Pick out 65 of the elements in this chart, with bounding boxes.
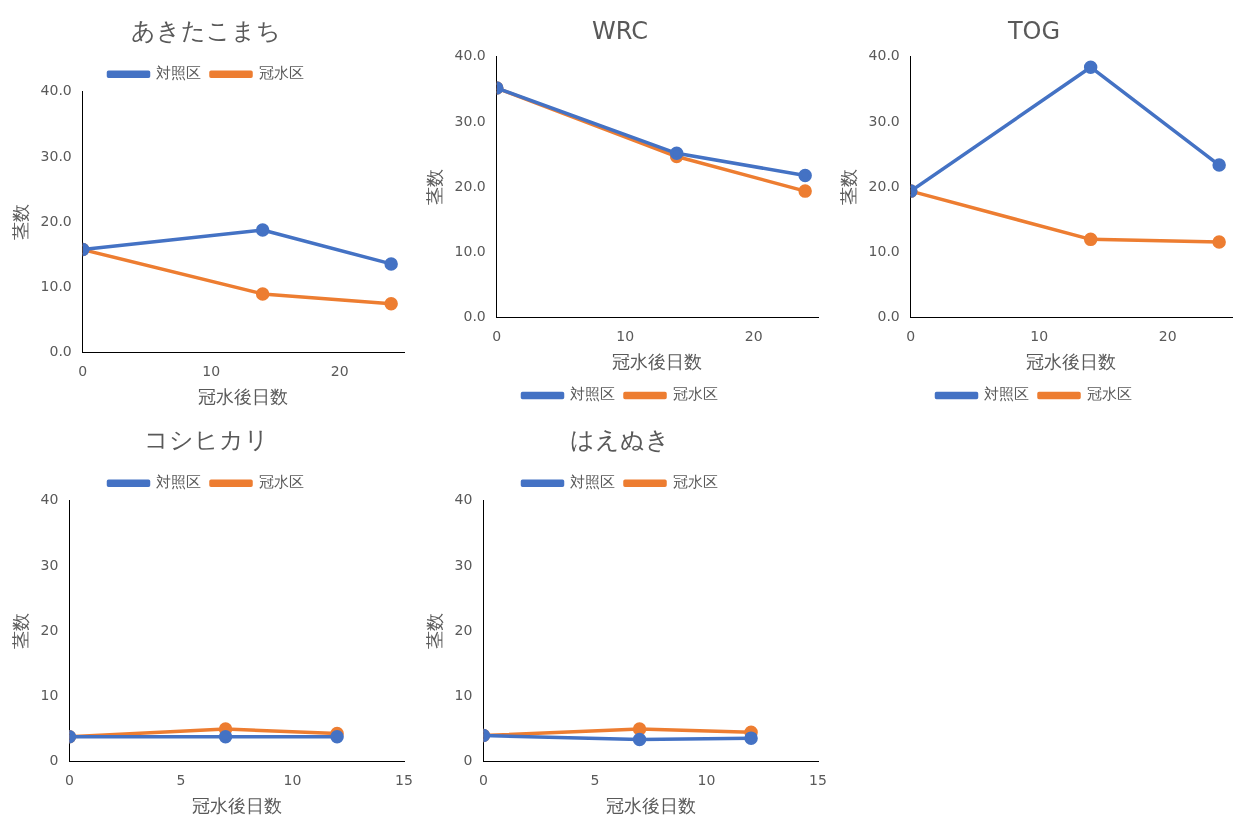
y-axis-title: 茎数 xyxy=(424,169,446,206)
y-tick-label: 10 xyxy=(40,687,59,704)
legend-label: 対照区 xyxy=(570,473,615,492)
y-tick-label: 40 xyxy=(40,491,59,508)
y-tick-label: 20 xyxy=(40,621,59,638)
x-tick-label: 10 xyxy=(697,771,716,788)
legend-label: 対照区 xyxy=(156,473,201,492)
y-axis-title: 茎数 xyxy=(10,613,32,650)
y-tick-label: 40 xyxy=(454,491,473,508)
y-tick-label: 20.0 xyxy=(40,212,72,229)
x-tick-label: 20 xyxy=(744,327,763,344)
chart-title: コシヒカリ xyxy=(143,425,269,454)
x-axis-title: 冠水後日数 xyxy=(1026,350,1117,372)
y-tick-label: 10.0 xyxy=(868,243,900,260)
y-tick-label: 0.0 xyxy=(463,308,486,325)
x-tick-label: 0 xyxy=(906,327,916,344)
x-axis-title: 冠水後日数 xyxy=(605,794,696,816)
y-tick-label: 30 xyxy=(454,556,473,573)
y-tick-label: 10.0 xyxy=(454,243,486,260)
y-tick-label: 20.0 xyxy=(868,177,900,194)
y-tick-label: 30.0 xyxy=(868,112,900,129)
y-axis-title: 茎数 xyxy=(424,613,446,650)
legend-label: 冠水区 xyxy=(672,385,718,404)
y-tick-label: 20.0 xyxy=(454,177,486,194)
legend-label: 冠水区 xyxy=(258,64,304,83)
x-tick-label: 0 xyxy=(492,327,502,344)
y-tick-label: 0 xyxy=(49,752,59,769)
legend-label: 対照区 xyxy=(156,64,201,83)
x-axis-title: 冠水後日数 xyxy=(191,794,282,816)
y-tick-label: 10.0 xyxy=(40,278,72,295)
x-tick-label: 15 xyxy=(809,771,827,788)
y-tick-label: 10 xyxy=(454,687,473,704)
y-tick-label: 0.0 xyxy=(877,308,900,325)
y-axis-title: 茎数 xyxy=(838,169,860,206)
x-tick-label: 10 xyxy=(202,362,221,379)
legend-label: 対照区 xyxy=(984,385,1029,404)
x-tick-label: 5 xyxy=(590,771,600,788)
legend-label: 冠水区 xyxy=(258,473,304,492)
y-tick-label: 40.0 xyxy=(868,47,900,64)
x-tick-label: 10 xyxy=(283,771,302,788)
legend-label: 冠水区 xyxy=(672,473,718,492)
x-axis-title: 冠水後日数 xyxy=(612,350,703,372)
y-tick-label: 30.0 xyxy=(454,112,486,129)
y-tick-label: 40.0 xyxy=(454,47,486,64)
x-tick-label: 20 xyxy=(1158,327,1177,344)
legend-label: 冠水区 xyxy=(1086,385,1132,404)
y-tick-label: 0 xyxy=(463,752,473,769)
y-tick-label: 0.0 xyxy=(49,343,72,360)
y-axis-title: 茎数 xyxy=(10,204,32,241)
chart-title: あきたこまち xyxy=(131,16,281,45)
y-tick-label: 30.0 xyxy=(40,147,72,164)
chart-title: TOG xyxy=(1006,16,1061,45)
x-tick-label: 15 xyxy=(395,771,413,788)
y-tick-label: 20 xyxy=(454,621,473,638)
x-axis-title: 冠水後日数 xyxy=(198,385,289,407)
chart-title: はえぬき xyxy=(570,425,670,454)
x-tick-label: 10 xyxy=(1030,327,1049,344)
y-tick-label: 40.0 xyxy=(40,82,72,99)
x-tick-label: 5 xyxy=(176,771,186,788)
x-tick-label: 20 xyxy=(330,362,349,379)
x-tick-label: 0 xyxy=(78,362,88,379)
y-tick-label: 30 xyxy=(40,556,59,573)
chart-title: WRC xyxy=(592,16,648,45)
x-tick-label: 10 xyxy=(616,327,635,344)
legend-label: 対照区 xyxy=(570,385,615,404)
